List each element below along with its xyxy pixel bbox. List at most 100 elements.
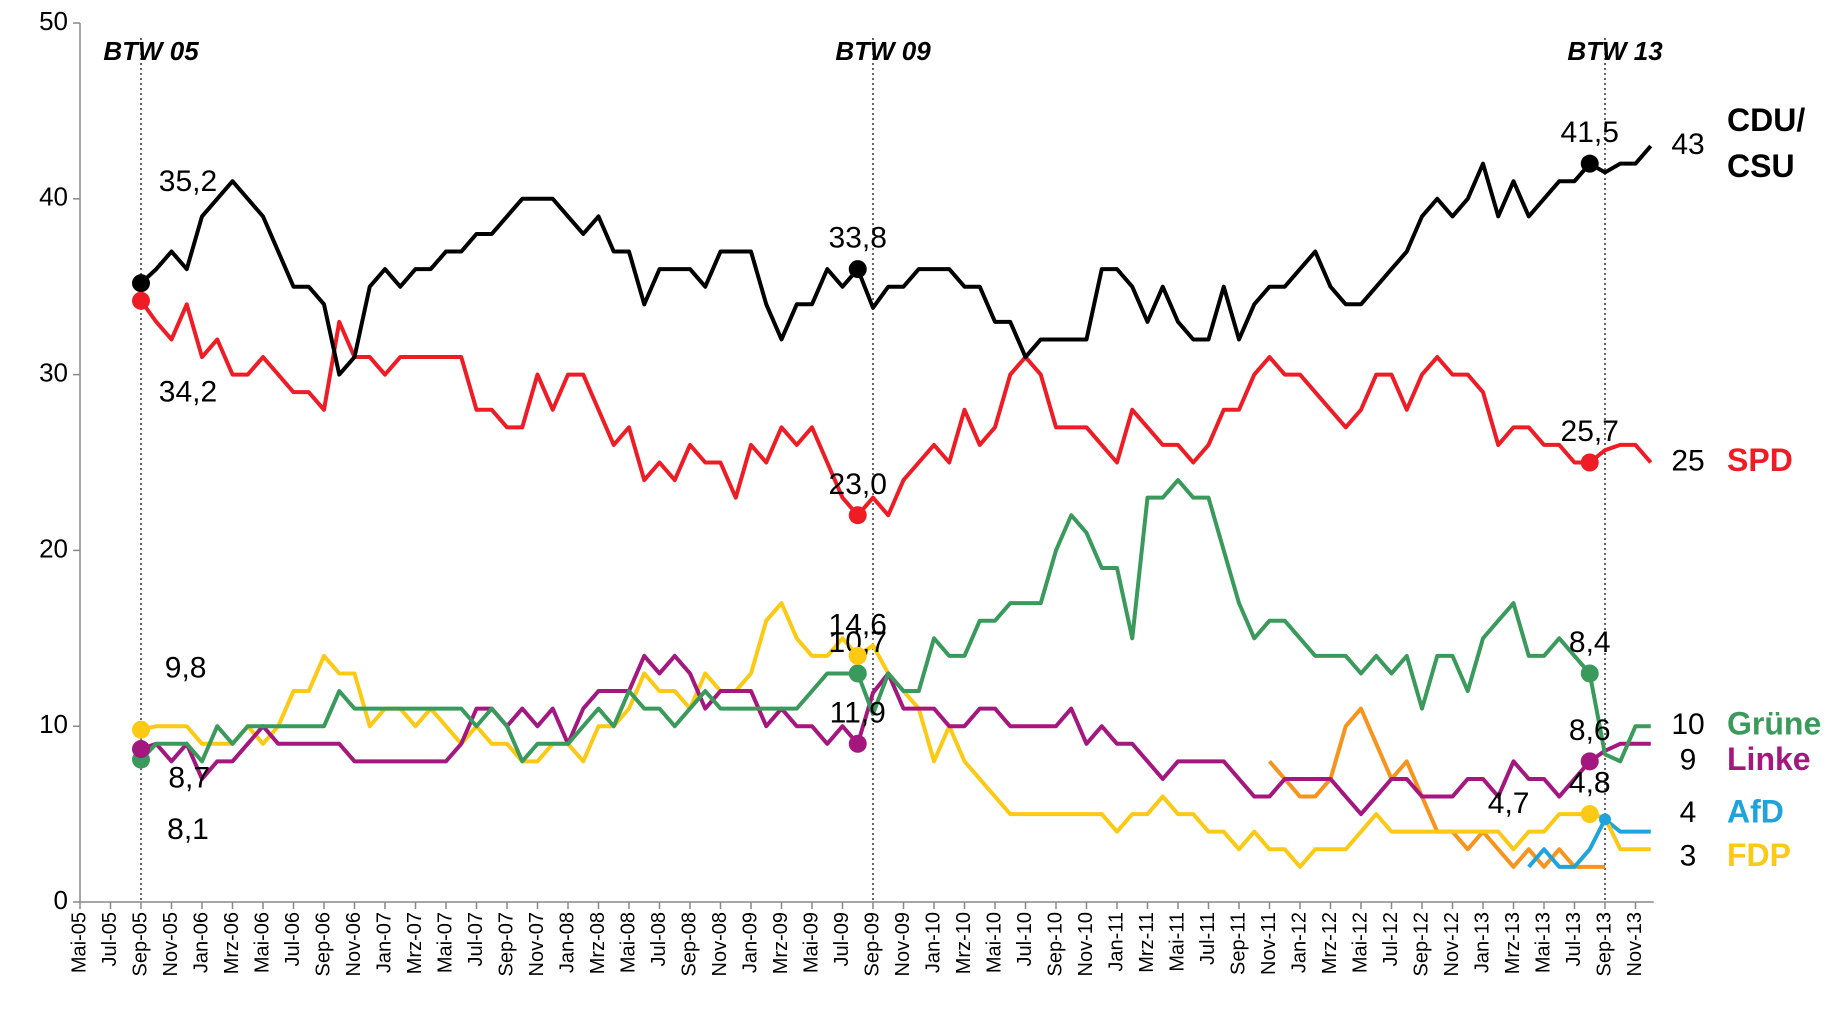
x-tick-label: Mai-06 [251,912,273,973]
y-tick-label: 0 [54,885,68,915]
y-tick-label: 40 [39,182,68,212]
end-value: 10 [1671,708,1704,741]
x-tick-label: Mai-11 [1166,912,1188,972]
legend-label: AfD [1727,794,1784,830]
data-label: 8,7 [168,762,210,795]
x-tick-label: Nov-05 [160,912,182,976]
data-label: 25,7 [1561,415,1619,448]
y-tick-label: 10 [39,709,68,739]
x-tick-label: Sep-12 [1410,912,1432,977]
point [848,506,867,525]
legend-label: Linke [1727,741,1811,777]
x-tick-label: Sep-06 [312,912,334,977]
data-label: 34,2 [159,376,217,409]
data-label: 9,8 [165,652,207,685]
x-tick-label: Nov-07 [526,912,548,976]
data-label: 33,8 [829,222,887,255]
x-tick-label: Nov-11 [1258,912,1280,975]
x-tick-label: Jan-06 [190,912,212,973]
x-tick-label: Jan-07 [373,912,395,973]
point [132,720,150,739]
x-tick-label: Jan-13 [1471,912,1493,973]
point [848,664,867,683]
x-tick-label: Mrz-10 [953,912,975,974]
data-label: 8,6 [1569,714,1611,747]
x-tick-label: Sep-13 [1593,912,1615,977]
x-tick-label: Jul-08 [648,912,670,966]
end-value: 43 [1671,128,1704,161]
data-label: 4,7 [1488,787,1530,820]
x-tick-label: Mrz-07 [404,912,426,974]
x-tick-label: Mrz-09 [770,912,792,974]
data-label: 4,8 [1569,767,1611,800]
x-tick-label: Mai-05 [68,912,90,973]
data-label: 8,4 [1569,626,1611,659]
series-line [1527,817,1651,869]
point [848,646,867,665]
x-tick-label: Jan-12 [1288,912,1310,973]
x-tick-label: Jul-06 [282,912,304,966]
x-tick-label: Nov-13 [1624,912,1646,976]
x-tick-label: Mai-10 [983,912,1005,973]
x-tick-label: Jul-09 [831,912,853,966]
legend-label-line: CDU/ [1727,103,1805,139]
x-tick-label: Jul-11 [1197,912,1219,965]
x-tick-label: Sep-07 [495,912,517,977]
x-tick-label: Sep-11 [1227,912,1249,975]
x-tick-label: Mrz-12 [1319,912,1341,974]
x-tick-label: Mrz-06 [221,912,243,974]
x-tick-label: Sep-10 [1044,912,1066,977]
legend-label: Grüne [1727,706,1821,742]
point [848,734,867,753]
x-tick-label: Mai-09 [800,912,822,973]
series-line [139,144,1653,377]
data-label: 11,9 [830,696,886,729]
data-label: 14,6 [829,608,887,641]
data-label: 41,5 [1561,116,1619,149]
legend-label-line: CSU [1727,149,1795,185]
x-tick-label: Jan-11 [1105,912,1127,972]
x-tick-label: Mrz-13 [1502,912,1524,974]
legend-label: SPD [1727,442,1793,478]
x-tick-label: Jul-05 [99,912,121,966]
series-line [139,299,1653,518]
x-tick-label: Jul-12 [1380,912,1402,966]
data-label: 35,2 [159,165,217,198]
x-tick-label: Jul-07 [465,912,487,966]
x-tick-label: Sep-05 [129,912,151,977]
point [848,260,867,279]
x-tick-label: Mai-07 [434,912,456,973]
election-label: BTW 13 [1567,36,1663,66]
point [1580,154,1599,173]
point [1599,813,1611,826]
end-value: 4 [1680,796,1697,829]
x-tick-label: Mai-08 [617,912,639,973]
x-tick-label: Mrz-08 [587,912,609,974]
y-tick-label: 50 [39,6,68,36]
legend-label: FDP [1727,837,1791,873]
legend-label: CDU/CSU [1727,103,1805,185]
y-tick-label: 20 [39,533,68,563]
series-line [139,478,1651,764]
x-tick-label: Mai-12 [1349,912,1371,973]
x-tick-label: Nov-06 [343,912,365,976]
y-tick-label: 30 [39,357,68,387]
x-tick-label: Nov-08 [709,912,731,976]
point [132,291,150,310]
election-label: BTW 05 [103,36,199,66]
x-tick-label: Mai-13 [1532,912,1554,973]
x-tick-label: Jan-10 [922,912,944,973]
x-tick-label: Sep-09 [861,912,883,977]
end-value: 9 [1680,743,1697,776]
x-tick-label: Nov-09 [892,912,914,976]
series-line [140,653,1651,817]
x-tick-label: Nov-10 [1075,912,1097,976]
end-value: 3 [1680,839,1697,872]
point [1580,664,1599,683]
x-tick-label: Sep-08 [678,912,700,977]
series-line [140,601,1651,869]
x-tick-label: Jul-13 [1563,912,1585,966]
election-label: BTW 09 [835,36,931,66]
point [1580,752,1599,771]
